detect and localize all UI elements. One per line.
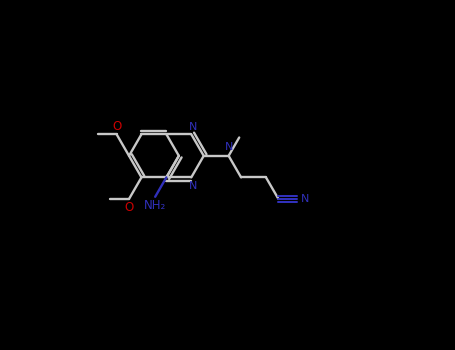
Text: N: N [224,142,233,152]
Text: NH₂: NH₂ [144,199,166,212]
Text: N: N [301,194,309,204]
Text: N: N [189,181,198,191]
Text: O: O [124,201,134,214]
Text: N: N [189,121,198,132]
Text: O: O [112,120,121,133]
